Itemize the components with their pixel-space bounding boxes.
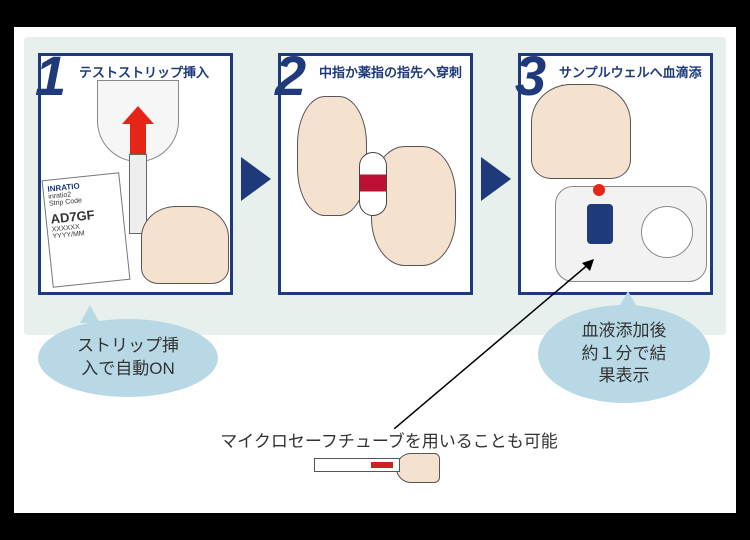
step-arrow-2	[481, 157, 511, 201]
strip-package-illustration: INRATIO inratio2 Strip Code AD7GF XXXXXX…	[42, 172, 131, 288]
lancet-illustration	[359, 152, 387, 216]
fingertip-icon	[396, 453, 440, 483]
hand-illustration-2a	[297, 96, 367, 216]
callout-auto-on-text: ストリップ挿 入で自動ON	[77, 335, 179, 381]
hand-illustration-1	[141, 206, 229, 284]
hand-illustration-3	[531, 84, 631, 179]
sample-well-illustration	[587, 204, 613, 244]
footer-note: マイクロセーフチューブを用いることも可能	[214, 427, 564, 452]
callout-auto-on: ストリップ挿 入で自動ON	[38, 319, 218, 397]
step-number-2: 2	[275, 48, 306, 104]
callout-result-time-text: 血液添加後 約１分で結 果表示	[582, 320, 667, 389]
footer-pointer-line	[394, 259, 594, 429]
step-number-1: 1	[35, 48, 66, 104]
step-arrow-1	[241, 157, 271, 201]
step-panel-1: 1 テストストリップ挿入 INRATIO inratio2 Strip Code…	[38, 53, 233, 295]
blood-drop-icon	[593, 184, 605, 196]
step-title-2: 中指か薬指の指先へ穿刺	[319, 62, 462, 81]
page-container: 1 テストストリップ挿入 INRATIO inratio2 Strip Code…	[14, 27, 736, 513]
device-dial-illustration	[641, 206, 693, 258]
tube-icon	[314, 458, 400, 472]
step-title-1: テストストリップ挿入	[79, 62, 209, 81]
microsafe-tube-illustration	[314, 453, 464, 483]
